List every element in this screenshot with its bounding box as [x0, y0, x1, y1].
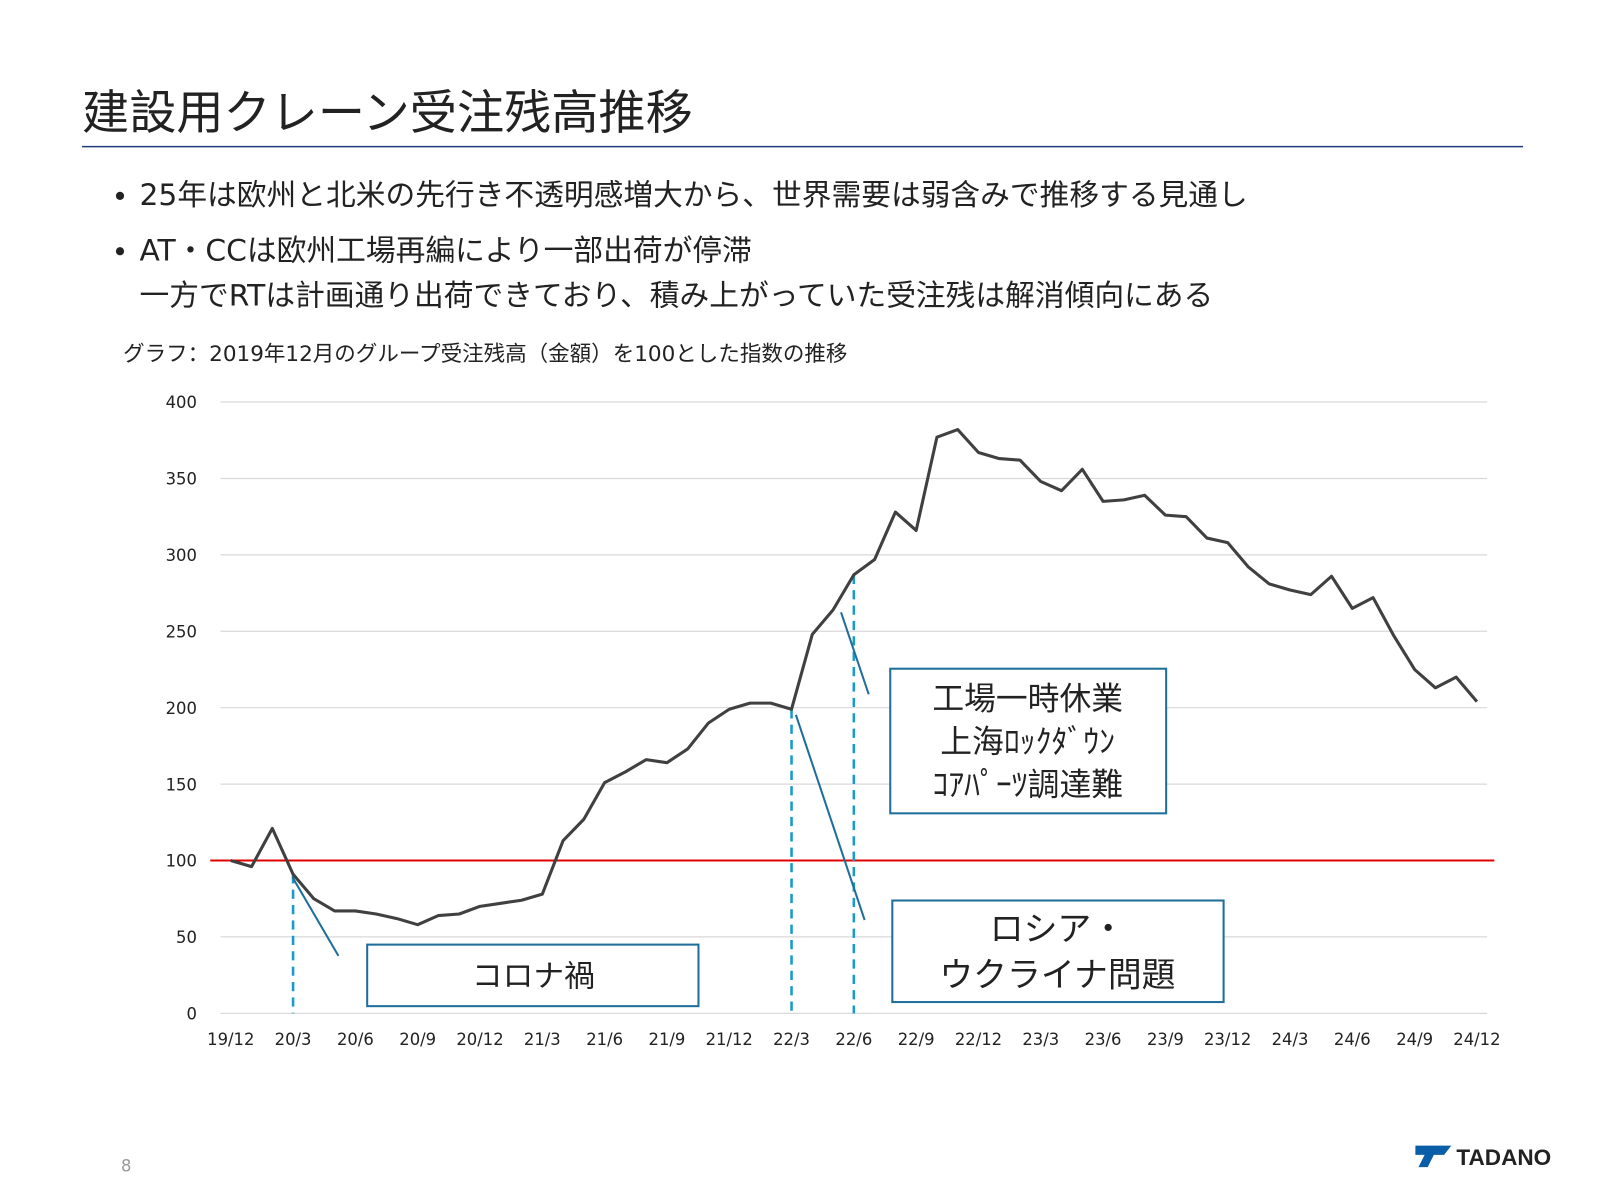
x-tick-label: 22/6 [835, 1030, 872, 1049]
y-tick-label: 200 [166, 699, 197, 718]
y-tick-label: 250 [166, 622, 197, 641]
x-tick-label: 22/12 [955, 1030, 1002, 1049]
y-tick-label: 150 [166, 775, 197, 794]
x-tick-label: 22/3 [773, 1030, 810, 1049]
y-tick-label: 0 [186, 1004, 196, 1023]
annotation-box [889, 667, 1168, 815]
bullet-text: 一方でRTは計画通り出荷できており、積み上がっていた受注残は解消傾向にある [139, 279, 1213, 314]
leader-line [291, 876, 340, 957]
annotation-text: コロナ禍 [472, 958, 595, 994]
x-tick-label: 21/6 [586, 1030, 623, 1049]
annotation-text: ロシア・ [990, 910, 1125, 949]
annotation-text: ウクライナ問題 [939, 955, 1175, 994]
x-tick-label: 21/12 [706, 1030, 753, 1049]
y-tick-label: 400 [166, 393, 197, 412]
annotation-text: 上海ﾛｯｸﾀﾞｳﾝ [940, 723, 1115, 760]
slide-title: 建設用クレーン受注残高推移 [82, 86, 693, 141]
bullet-dot [115, 191, 125, 200]
leader-line [794, 714, 866, 921]
x-tick-label: 20/3 [275, 1030, 312, 1049]
logo: TADANO [1415, 1145, 1551, 1170]
x-tick-label: 23/3 [1022, 1030, 1059, 1049]
data-line [230, 428, 1479, 927]
bullet-text: 25年は欧州と北米の先行き不透明感増大から、世界需要は弱含みで推移する見通し [139, 178, 1247, 213]
chart-title: グラフ：2019年12月のグループ受注残高（金額）を100とした指数の推移 [123, 342, 847, 367]
x-tick-label: 22/9 [898, 1030, 935, 1049]
page-number: 8 [121, 1156, 131, 1175]
y-tick-label: 100 [166, 852, 197, 871]
y-tick-label: 350 [166, 470, 197, 489]
bullet-text: AT・CCは欧州工場再編により一部出荷が停滞 [139, 234, 751, 269]
x-tick-label: 21/3 [524, 1030, 561, 1049]
annotation-text: 工場一時休業 [932, 681, 1123, 718]
x-tick-label: 19/12 [207, 1030, 254, 1049]
x-tick-label: 20/9 [399, 1030, 436, 1049]
x-tick-label: 24/9 [1396, 1030, 1433, 1049]
y-tick-label: 50 [176, 928, 197, 947]
x-tick-label: 24/6 [1334, 1030, 1371, 1049]
leader-line [840, 611, 870, 695]
x-tick-label: 24/12 [1453, 1030, 1500, 1049]
x-tick-label: 23/9 [1147, 1030, 1184, 1049]
annotation-box [891, 899, 1225, 1004]
x-tick-label: 23/6 [1085, 1030, 1122, 1049]
logo-text: TADANO [1456, 1145, 1551, 1170]
x-tick-label: 21/9 [649, 1030, 686, 1049]
y-tick-label: 300 [166, 546, 197, 565]
logo-mark [1415, 1145, 1452, 1168]
annotation-text: ｺｱﾊﾟｰﾂ調達難 [932, 766, 1123, 803]
bullet-dot [115, 247, 125, 256]
x-tick-label: 24/3 [1272, 1030, 1309, 1049]
x-tick-label: 20/12 [456, 1030, 503, 1049]
x-tick-label: 23/12 [1204, 1030, 1251, 1049]
annotation-box [366, 943, 700, 1008]
x-tick-label: 20/6 [337, 1030, 374, 1049]
